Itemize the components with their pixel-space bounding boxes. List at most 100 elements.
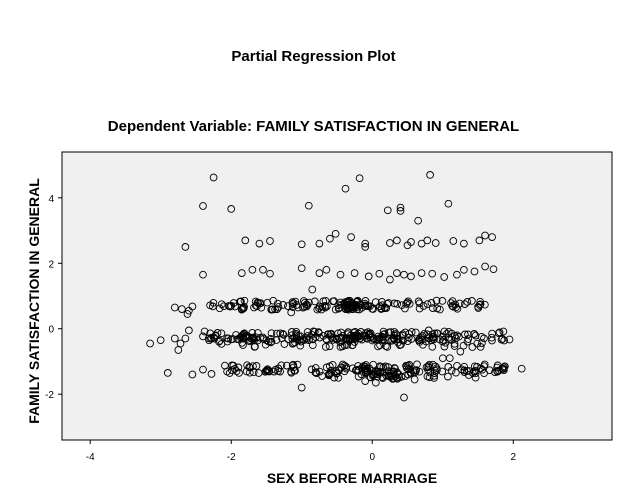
data-point xyxy=(383,343,392,351)
data-point xyxy=(328,334,336,343)
data-point xyxy=(474,302,482,311)
data-point xyxy=(178,305,186,313)
data-point xyxy=(238,338,246,347)
data-point xyxy=(393,300,402,308)
data-point xyxy=(366,302,374,311)
data-point xyxy=(321,343,330,351)
data-point xyxy=(284,335,292,344)
data-point xyxy=(350,335,359,344)
data-point xyxy=(431,239,440,247)
chart-subtitle: Dependent Variable: FAMILY SATISFACTION … xyxy=(107,118,520,135)
data-point xyxy=(350,269,359,277)
data-point xyxy=(225,369,234,377)
data-point xyxy=(239,330,247,339)
data-point xyxy=(255,239,264,248)
data-point xyxy=(250,334,258,343)
data-point xyxy=(447,335,456,344)
data-point xyxy=(288,300,297,308)
data-point xyxy=(445,354,454,363)
data-point xyxy=(478,339,486,347)
data-point xyxy=(470,330,479,338)
data-point xyxy=(331,334,339,343)
data-point xyxy=(393,374,402,383)
data-point xyxy=(428,342,437,351)
data-point xyxy=(199,270,207,279)
data-point xyxy=(232,367,241,376)
data-point xyxy=(487,333,496,342)
data-point xyxy=(400,393,408,402)
data-point xyxy=(266,269,274,278)
data-point xyxy=(240,296,249,305)
data-point xyxy=(407,328,416,336)
data-point xyxy=(489,265,498,274)
data-point xyxy=(464,330,472,339)
data-point xyxy=(368,304,376,313)
data-point xyxy=(267,337,276,346)
data-point xyxy=(364,272,373,281)
data-point xyxy=(415,338,424,346)
data-point xyxy=(358,335,366,344)
data-point xyxy=(471,373,480,382)
data-point xyxy=(488,233,496,241)
data-point xyxy=(267,329,276,338)
data-point xyxy=(450,342,459,350)
data-point xyxy=(331,305,340,314)
data-point xyxy=(436,305,444,314)
data-point xyxy=(371,378,380,387)
data-point xyxy=(464,371,473,379)
data-point xyxy=(297,240,306,249)
data-point xyxy=(278,334,286,343)
data-point xyxy=(340,299,349,308)
data-point xyxy=(240,329,249,338)
data-point xyxy=(456,347,465,356)
data-point xyxy=(336,343,345,351)
data-point xyxy=(382,304,391,313)
data-point xyxy=(264,337,273,346)
data-point xyxy=(388,375,397,383)
data-point xyxy=(460,265,468,274)
data-point xyxy=(156,336,165,345)
x-tick-label: -2 xyxy=(227,452,236,463)
data-point xyxy=(481,262,489,271)
data-point xyxy=(325,342,334,351)
data-point xyxy=(460,362,469,371)
data-point xyxy=(381,342,390,350)
data-point xyxy=(390,299,399,308)
data-point xyxy=(423,372,432,381)
data-point xyxy=(215,304,224,313)
data-point xyxy=(310,297,319,306)
data-point xyxy=(294,303,302,312)
data-point xyxy=(274,303,283,311)
data-point xyxy=(453,304,462,313)
x-tick-label: 2 xyxy=(511,452,517,463)
data-point xyxy=(248,265,257,274)
data-point xyxy=(444,199,453,208)
data-point xyxy=(386,275,394,284)
data-point xyxy=(297,337,305,346)
data-point xyxy=(297,383,306,392)
data-point xyxy=(423,236,432,245)
data-point xyxy=(412,366,421,374)
data-point xyxy=(217,329,226,338)
data-point xyxy=(440,342,449,351)
data-point xyxy=(227,205,236,213)
data-point xyxy=(303,301,312,310)
data-point xyxy=(347,233,355,241)
data-point xyxy=(290,366,299,375)
data-point xyxy=(185,326,193,335)
data-point xyxy=(475,301,484,309)
data-point xyxy=(322,335,331,343)
data-point xyxy=(401,372,410,380)
data-point xyxy=(370,334,379,343)
data-point xyxy=(227,301,236,310)
data-point xyxy=(209,333,218,342)
data-point xyxy=(235,369,243,377)
data-point xyxy=(336,338,345,346)
data-point xyxy=(468,297,476,305)
data-point xyxy=(374,342,382,351)
data-point xyxy=(261,367,270,376)
data-point xyxy=(440,327,449,336)
x-axis-ticks: -4 -2 0 2 xyxy=(86,440,517,463)
data-point xyxy=(315,269,324,277)
data-point xyxy=(263,366,271,374)
